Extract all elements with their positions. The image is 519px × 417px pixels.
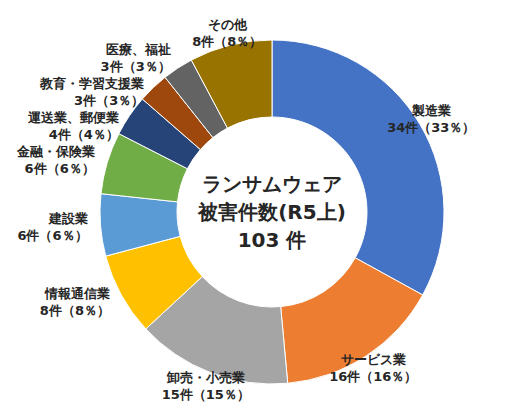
data-label: 製造業 34件（33％） (387, 103, 475, 135)
value-label: 6件（6％） (25, 161, 95, 176)
data-label: 教育・学習支援業 3件（3％） (39, 76, 144, 108)
value-label: 16件（16％） (329, 369, 417, 384)
title-line: 103 件 (238, 228, 307, 252)
value-label: 8件（8％） (192, 34, 262, 49)
category-label: 情報通信業 (44, 286, 110, 301)
value-label: 4件（4％） (49, 127, 119, 142)
value-label: 3件（3％） (101, 59, 171, 74)
data-label: 卸売・小売業 15件（15％） (162, 370, 250, 402)
value-label: 15件（15％） (162, 387, 250, 402)
slice (100, 194, 180, 256)
data-label: 建設業 6件（6％） (17, 211, 87, 243)
slice (281, 258, 423, 383)
value-label: 3件（3％） (74, 93, 144, 108)
title-line: ランサムウェア (202, 172, 342, 196)
slice (272, 40, 444, 295)
data-label: その他 8件（8％） (192, 17, 262, 49)
title-line: 被害件数(R5上) (197, 200, 346, 224)
category-label: 卸売・小売業 (166, 370, 245, 385)
slices (100, 40, 444, 384)
value-label: 34件（33％） (387, 120, 475, 135)
category-label: 金融・保険業 (16, 144, 95, 159)
data-label: 金融・保険業 6件（6％） (16, 144, 95, 176)
category-label: 建設業 (48, 211, 88, 226)
category-label: サービス業 (341, 352, 406, 367)
data-label: 運送業、郵便業 4件（4％） (27, 110, 119, 142)
title: ランサムウェア被害件数(R5上) 103 件 (197, 172, 346, 252)
data-label: 医療、福祉 3件（3％） (101, 42, 171, 74)
slice (191, 40, 272, 128)
category-label: 製造業 (411, 103, 451, 118)
category-label: その他 (208, 17, 248, 32)
data-label: サービス業 16件（16％） (329, 352, 417, 384)
data-labels: 製造業 34件（33％） サービス業 16件（16％） 卸売・小売業 15件（15％） 情報… (16, 17, 476, 401)
category-label: 教育・学習支援業 (39, 76, 144, 91)
category-label: 運送業、郵便業 (27, 110, 119, 125)
category-label: 医療、福祉 (106, 42, 171, 57)
data-label: 情報通信業 8件（8％） (40, 286, 110, 318)
value-label: 6件（6％） (17, 228, 87, 243)
chart: ランサムウェア被害件数(R5上) 103 件 製造業 34件（33％） サービス業 16件… (0, 0, 519, 417)
value-label: 8件（8％） (40, 303, 110, 318)
